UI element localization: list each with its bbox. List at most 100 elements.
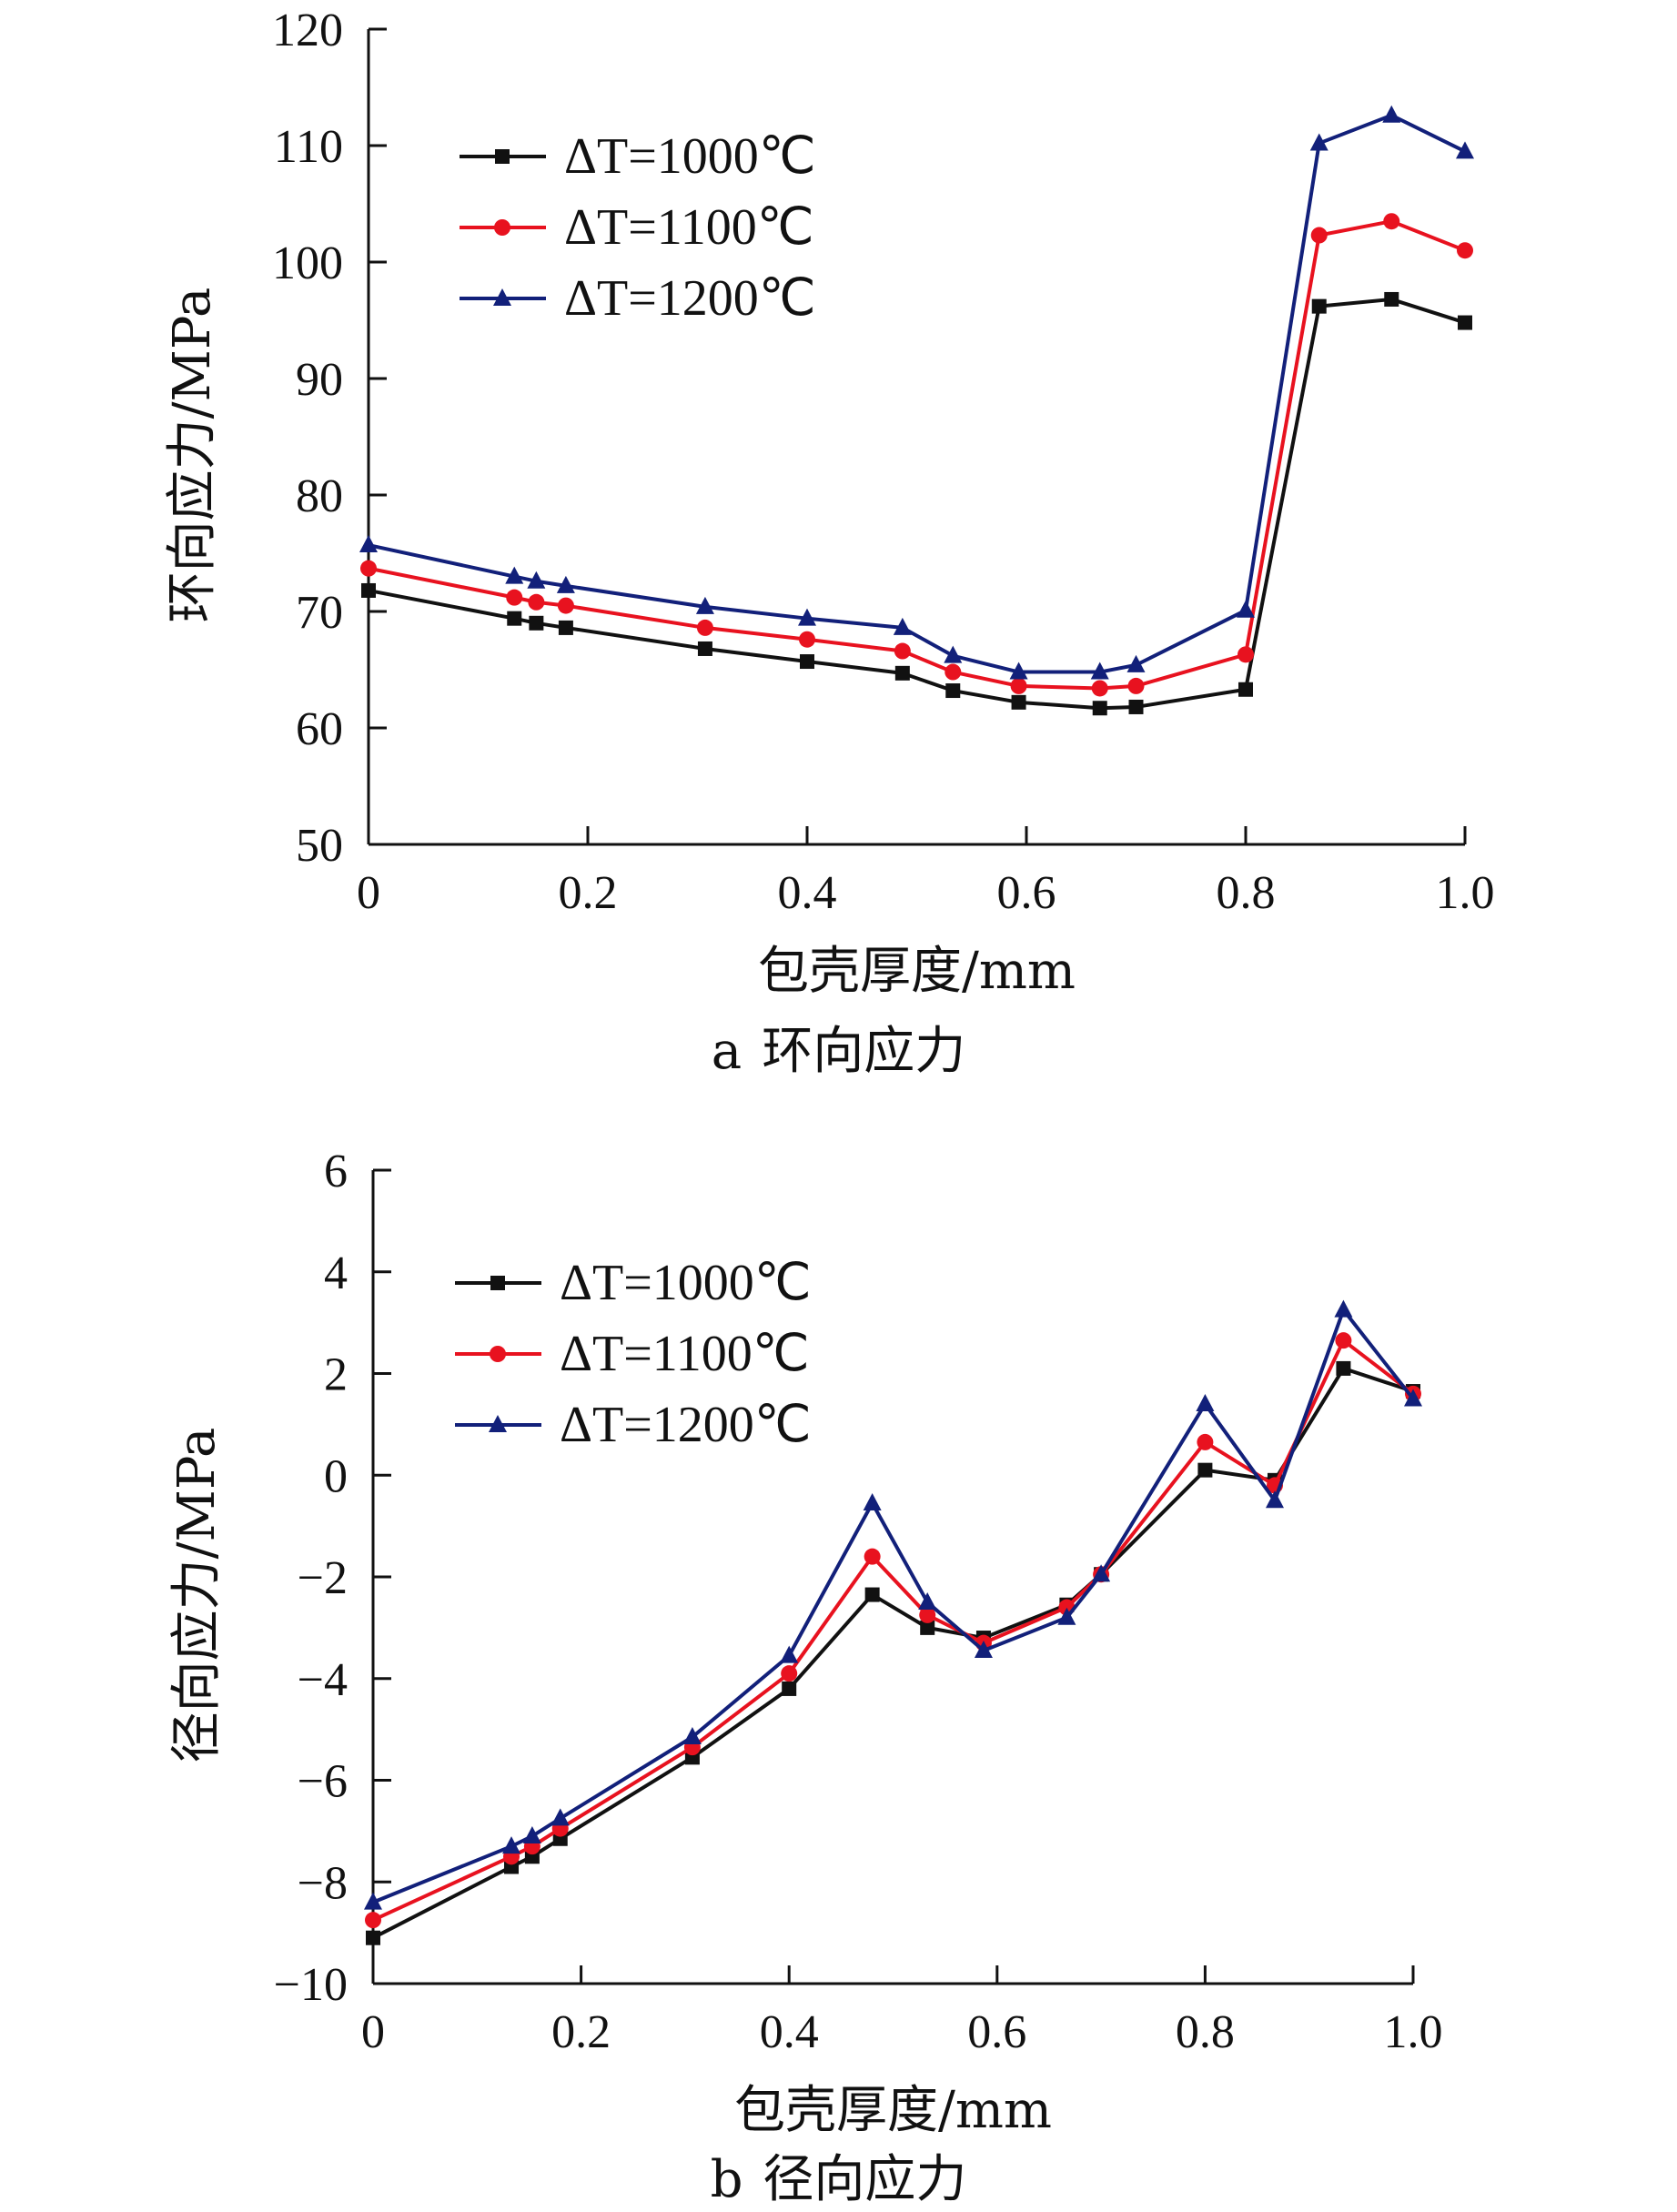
chart-b-x-tick-label: 0.8 [1176, 2006, 1235, 2058]
chart-a-series-0-point [1458, 315, 1472, 330]
chart-a-x-axis-label: 包壳厚度/mm [758, 942, 1076, 1001]
chart-b-series-1-point [365, 1912, 381, 1929]
chart-a-series-2-point [556, 575, 575, 593]
chart-b-y-axis-label: 径向应力/MPa [167, 1428, 227, 1763]
chart-b-y-tick-label: −6 [298, 1756, 348, 1808]
chart-b-series-2-point [1334, 1299, 1353, 1318]
chart-b-series-1-point [1197, 1433, 1214, 1450]
chart-b-series-0-point [920, 1620, 935, 1635]
chart-a-series-2-point [1382, 105, 1401, 123]
chart-a-series-1-point [1383, 213, 1400, 230]
chart-a-series-line-0 [368, 297, 1466, 711]
chart-b-series-2-point [1265, 1490, 1284, 1509]
chart-a-series-2-point [505, 566, 524, 584]
caption-b-letter: b [710, 2150, 743, 2209]
chart-a-y-tick-label: 50 [296, 820, 343, 872]
chart-a-legend-marker-1 [494, 219, 510, 236]
chart-a-series-2-point [695, 596, 714, 614]
chart-a-y-tick-label: 60 [296, 703, 343, 755]
chart-a-y-tick-label: 90 [296, 354, 343, 406]
chart-b-series-2-point [1057, 1607, 1076, 1625]
chart-a-x-tick-label: 0.2 [559, 867, 618, 919]
chart-a-series-1-point [1457, 242, 1473, 259]
chart-a-series-2-point [944, 645, 963, 663]
chart-b-series-2-point [1092, 1564, 1111, 1582]
chart-b-x-tick-label: 0.4 [760, 2006, 819, 2058]
chart-b-y-tick-label: 6 [324, 1146, 348, 1197]
chart-b-y-tick-label: −10 [274, 1959, 348, 2011]
chart-a-x-tick-label: 0 [357, 867, 380, 919]
chart-b-series-2-point [863, 1492, 882, 1510]
chart-b-legend-label-2: ΔT=1200℃ [560, 1397, 812, 1453]
chart-b-series-2-point [1196, 1394, 1215, 1412]
chart-a-series-1-point [1091, 680, 1108, 697]
chart-a-legend-label-0: ΔT=1000℃ [564, 128, 816, 185]
chart-a-series-2-point [1309, 133, 1328, 151]
chart-a-legend-label-2: ΔT=1200℃ [564, 270, 816, 327]
chart-b-series-0-point [366, 1930, 380, 1945]
chart-b-x-tick-label: 1.0 [1384, 2006, 1443, 2058]
chart-b-x-axis-label: 包壳厚度/mm [734, 2081, 1052, 2138]
caption-b-text: 径向应力 [763, 2150, 967, 2209]
chart-a-series-0-point [697, 641, 712, 656]
chart-b-series-0-point [1336, 1360, 1351, 1376]
chart-a-y-tick-label: 100 [272, 237, 343, 289]
chart-a-series-0-point [894, 665, 910, 681]
chart-a-series-0-point [1128, 699, 1144, 714]
chart-a-series-0-point [507, 611, 522, 626]
chart-a-series-0-point [1011, 694, 1026, 710]
chart-a-y-tick-label: 120 [272, 5, 343, 56]
chart-a-series-2-point [527, 571, 546, 589]
chart-a-series-1-point [506, 589, 523, 606]
chart-a-series-1-point [696, 619, 713, 636]
chart-a-y-axis-label: 环向应力/MPa [163, 288, 222, 623]
chart-a-series-0-point [1238, 682, 1253, 697]
chart-a-x-tick-label: 0.8 [1217, 867, 1276, 919]
chart-a-series-1-point [1238, 646, 1254, 663]
chart-a-x-tick-label: 1.0 [1436, 867, 1495, 919]
chart-a-series-2-point [798, 608, 816, 626]
caption-a: a 环向应力 [0, 1010, 1677, 1084]
chart-a-series-0-point [800, 654, 814, 670]
chart-b-y-tick-label: −2 [298, 1552, 348, 1604]
chart-b-radial-stress: −10 −8 −6 −4 −2 0 2 4 6 0 0.2 0.4 0.6 0.8 1.0 包壳厚度/mm 径向… [167, 1146, 1443, 2138]
chart-b-x-tick-label: 0 [361, 2006, 385, 2058]
chart-b-legend-label-0: ΔT=1000℃ [560, 1255, 812, 1311]
chart-b-series-2-point [364, 1892, 382, 1910]
chart-b-series-2-point [551, 1808, 570, 1826]
chart-a-series-2-point [1237, 600, 1255, 618]
chart-a-x-tick-label: 0.6 [997, 867, 1056, 919]
chart-a-series-2-point [359, 535, 378, 553]
chart-a-y-tick-label: 110 [274, 121, 343, 173]
chart-b-y-tick-label: 2 [324, 1349, 348, 1401]
chart-a-series-2-point [1126, 654, 1146, 672]
chart-b-series-2-point [780, 1645, 799, 1663]
chart-b-series-2-point [682, 1727, 702, 1745]
chart-a-series-0-point [361, 582, 376, 598]
chart-b-y-tick-label: 0 [324, 1450, 348, 1502]
chart-a-series-1-point [799, 631, 815, 648]
chart-b-series-1-point [919, 1606, 936, 1623]
chart-a-series-2-point [1090, 662, 1109, 680]
caption-a-letter: a [711, 1022, 743, 1081]
chart-b-series-1-point [781, 1665, 798, 1682]
chart-b-legend-marker-2 [489, 1415, 507, 1432]
chart-a-series-2-point [893, 617, 912, 635]
chart-b-series-2-point [918, 1591, 937, 1610]
chart-b-x-tick-label: 0.2 [551, 2006, 611, 2058]
chart-b-x-tick-label: 0.6 [967, 2006, 1026, 2058]
chart-a-series-2-point [1456, 141, 1474, 159]
caption-b: b 径向应力 [0, 2138, 1677, 2212]
chart-b-legend-marker-0 [490, 1276, 505, 1290]
chart-b-series-2-point [974, 1641, 993, 1659]
chart-b-series-1-point [864, 1548, 881, 1565]
chart-a-hoop-stress: 50 60 70 80 90 100 110 120 0 0.2 0.4 0.6 0.8 1.0 包壳厚度/… [163, 5, 1495, 1001]
chart-a-series-1-point [1310, 227, 1328, 244]
chart-a-legend-label-1: ΔT=1100℃ [564, 199, 814, 256]
chart-a-series-1-point [1127, 677, 1145, 694]
chart-a-series-1-point [894, 642, 911, 660]
chart-b-y-tick-label: 4 [324, 1247, 348, 1299]
chart-b-y-tick-label: −4 [298, 1654, 348, 1706]
chart-b-series-2-point [1404, 1389, 1422, 1407]
